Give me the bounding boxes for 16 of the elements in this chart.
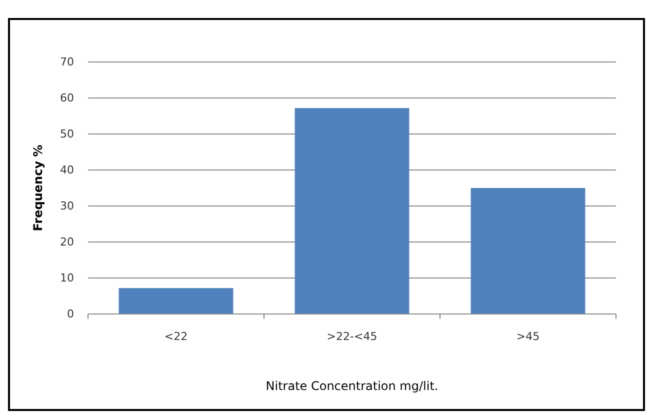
bar [118,288,234,314]
x-tick-label: >22-<45 [326,330,378,343]
y-tick-label: 70 [60,56,74,69]
x-axis-title: Nitrate Concentration mg/lit. [266,379,438,393]
y-tick-label: 40 [60,164,74,177]
y-tick-label: 60 [60,92,74,105]
y-tick-label: 50 [60,128,74,141]
y-tick-label: 30 [60,200,74,213]
x-tick-label: >45 [516,330,540,343]
y-tick-label: 20 [60,236,74,249]
y-tick-label: 10 [60,272,74,285]
y-axis-title: Frequency % [31,144,45,232]
bar [294,108,410,314]
bar [470,188,586,314]
y-tick-label: 0 [67,308,74,321]
x-tick-label: <22 [164,330,188,343]
